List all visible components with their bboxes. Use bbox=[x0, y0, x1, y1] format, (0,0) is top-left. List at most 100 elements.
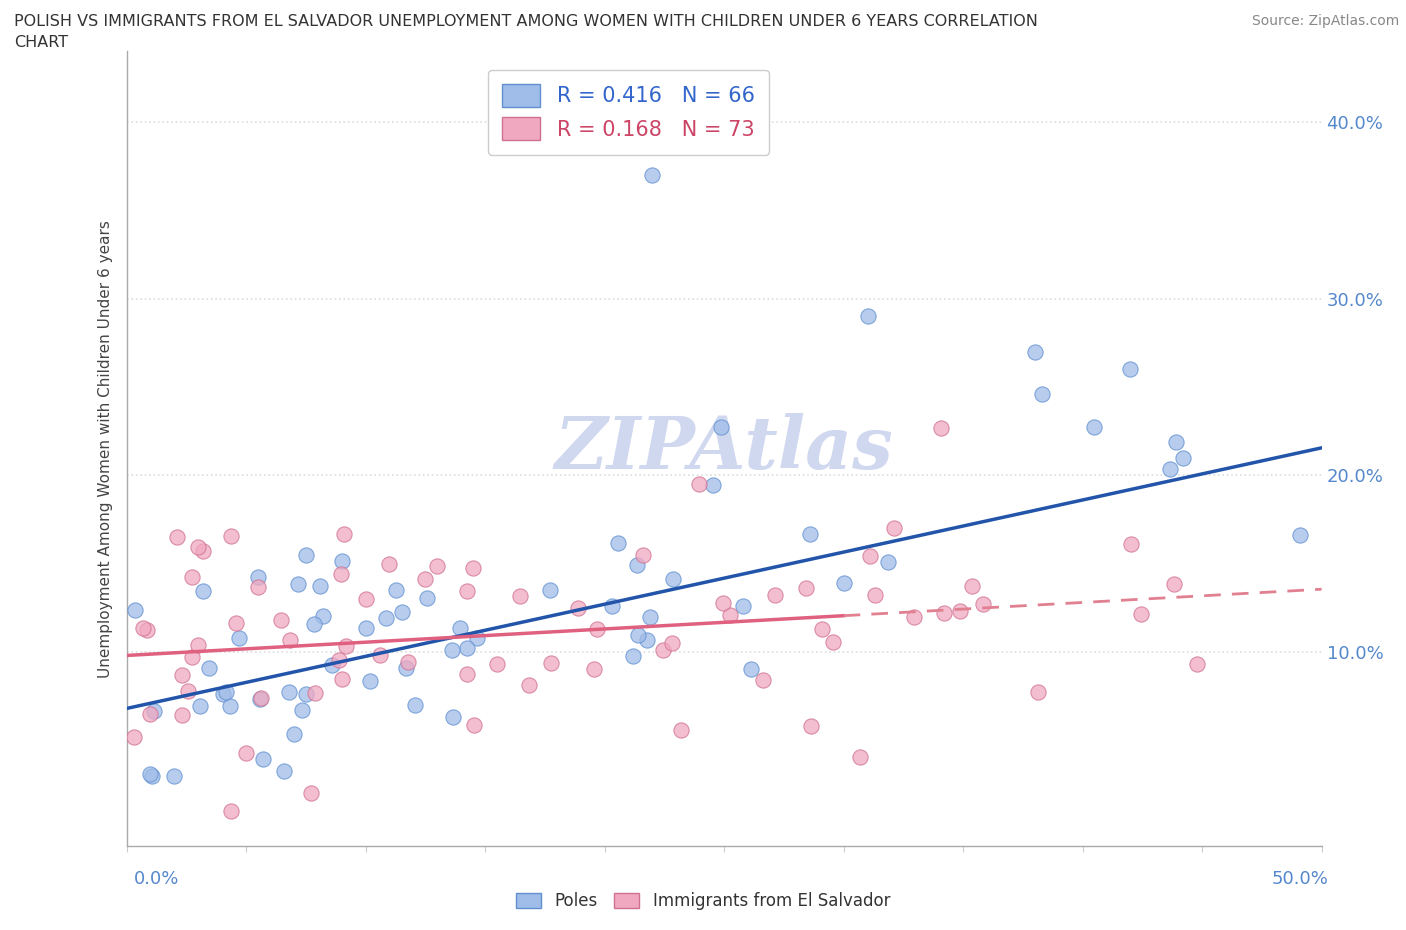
Point bbox=[219, 804, 242, 818]
Point bbox=[710, 419, 733, 434]
Point bbox=[651, 643, 673, 658]
Point bbox=[606, 536, 628, 551]
Text: Source: ZipAtlas.com: Source: ZipAtlas.com bbox=[1251, 14, 1399, 28]
Text: POLISH VS IMMIGRANTS FROM EL SALVADOR UNEMPLOYMENT AMONG WOMEN WITH CHILDREN UND: POLISH VS IMMIGRANTS FROM EL SALVADOR UN… bbox=[14, 14, 1038, 29]
Point bbox=[278, 632, 301, 647]
Point bbox=[1187, 657, 1209, 671]
Point bbox=[865, 588, 887, 603]
Point bbox=[198, 660, 221, 675]
Point bbox=[308, 578, 330, 593]
Point bbox=[641, 167, 664, 182]
Point bbox=[540, 656, 562, 671]
Point bbox=[688, 476, 710, 491]
Point bbox=[302, 617, 325, 631]
Point bbox=[172, 668, 194, 683]
Point bbox=[335, 639, 357, 654]
Point bbox=[661, 571, 683, 586]
Point bbox=[304, 685, 326, 700]
Point bbox=[273, 764, 295, 778]
Point bbox=[517, 678, 540, 693]
Text: 50.0%: 50.0% bbox=[1272, 870, 1329, 887]
Point bbox=[378, 557, 401, 572]
Point bbox=[330, 553, 353, 568]
Point bbox=[849, 750, 872, 764]
Point bbox=[136, 622, 159, 637]
Point bbox=[465, 631, 488, 645]
Point bbox=[299, 785, 322, 800]
Point bbox=[294, 548, 316, 563]
Point bbox=[669, 723, 692, 737]
Point bbox=[929, 420, 952, 435]
Point bbox=[295, 686, 318, 701]
Point bbox=[142, 704, 165, 719]
Point bbox=[876, 554, 898, 569]
Point bbox=[621, 648, 644, 663]
Point bbox=[441, 643, 464, 658]
Point bbox=[277, 684, 299, 699]
Point bbox=[821, 634, 844, 649]
Point bbox=[214, 684, 236, 699]
Point bbox=[1166, 434, 1188, 449]
Point bbox=[811, 621, 834, 636]
Legend: Poles, Immigrants from El Salvador: Poles, Immigrants from El Salvador bbox=[509, 885, 897, 917]
Point bbox=[934, 605, 956, 620]
Point bbox=[328, 653, 350, 668]
Point bbox=[752, 672, 775, 687]
Point bbox=[404, 698, 426, 712]
Text: CHART: CHART bbox=[14, 35, 67, 50]
Point bbox=[391, 604, 413, 619]
Point bbox=[359, 673, 381, 688]
Point bbox=[396, 655, 419, 670]
Point bbox=[763, 588, 786, 603]
Point bbox=[800, 719, 823, 734]
Point bbox=[456, 584, 478, 599]
Point bbox=[122, 730, 145, 745]
Point bbox=[283, 726, 305, 741]
Point bbox=[249, 692, 271, 707]
Point bbox=[1129, 606, 1152, 621]
Point bbox=[600, 599, 623, 614]
Point bbox=[330, 567, 353, 582]
Point bbox=[1119, 362, 1142, 377]
Point bbox=[441, 710, 464, 724]
Point bbox=[188, 698, 211, 713]
Point bbox=[356, 621, 378, 636]
Point bbox=[461, 561, 484, 576]
Point bbox=[384, 582, 406, 597]
Point bbox=[1031, 386, 1053, 401]
Point bbox=[718, 607, 741, 622]
Point bbox=[166, 529, 188, 544]
Point bbox=[638, 610, 661, 625]
Point bbox=[711, 595, 734, 610]
Point bbox=[567, 601, 589, 616]
Point bbox=[181, 570, 204, 585]
Point bbox=[449, 621, 471, 636]
Point bbox=[172, 707, 194, 722]
Point bbox=[883, 521, 905, 536]
Point bbox=[856, 309, 879, 324]
Point bbox=[416, 591, 439, 605]
Point bbox=[354, 591, 377, 606]
Point bbox=[426, 558, 449, 573]
Point bbox=[321, 658, 343, 672]
Point bbox=[225, 615, 247, 630]
Point bbox=[456, 667, 478, 682]
Point bbox=[631, 548, 654, 563]
Point bbox=[1024, 344, 1046, 359]
Point bbox=[627, 628, 650, 643]
Point bbox=[1171, 450, 1194, 465]
Point bbox=[287, 577, 309, 591]
Point bbox=[191, 543, 214, 558]
Point bbox=[949, 604, 972, 618]
Point bbox=[252, 751, 274, 766]
Point bbox=[740, 662, 762, 677]
Point bbox=[270, 613, 292, 628]
Point bbox=[585, 621, 607, 636]
Point bbox=[1163, 577, 1185, 591]
Point bbox=[246, 570, 269, 585]
Point bbox=[972, 596, 994, 611]
Point bbox=[219, 528, 242, 543]
Point bbox=[124, 603, 146, 618]
Text: 0.0%: 0.0% bbox=[134, 870, 179, 887]
Point bbox=[141, 768, 163, 783]
